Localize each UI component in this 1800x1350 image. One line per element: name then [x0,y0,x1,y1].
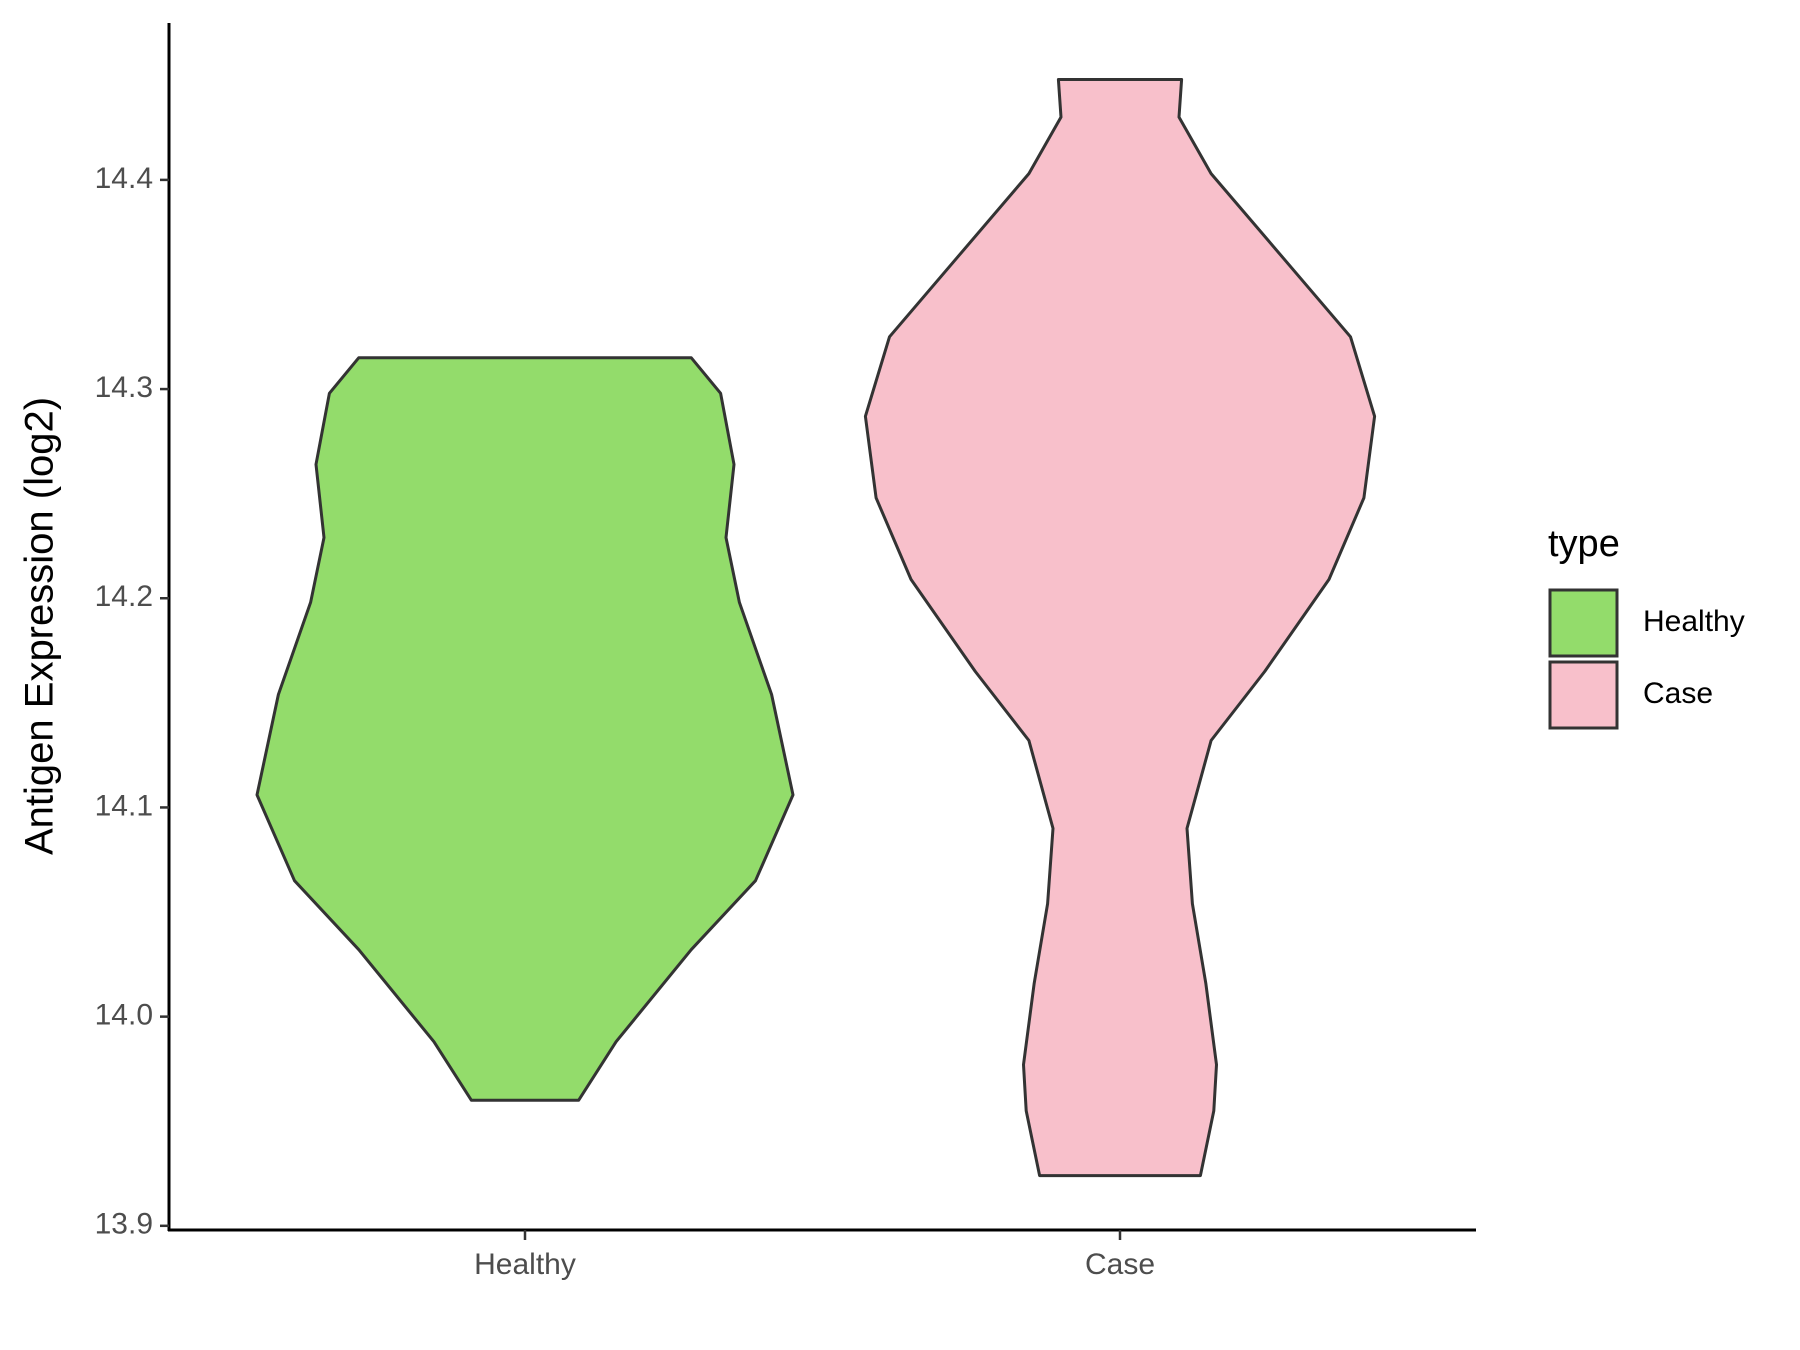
y-tick-label: 14.1 [95,789,153,822]
x-tick-label: Case [1085,1248,1155,1281]
legend-label: Case [1643,677,1713,710]
y-tick-label: 14.0 [95,999,153,1032]
x-tick-label: Healthy [474,1248,576,1281]
legend-label: Healthy [1643,605,1745,638]
y-tick-label: 14.2 [95,580,153,613]
y-axis-label: Antigen Expression (log2) [18,397,62,855]
y-tick-label: 14.3 [95,371,153,404]
y-tick-label: 13.9 [95,1208,153,1241]
y-tick-label: 14.4 [95,162,153,195]
violin [255,356,795,1102]
legend-title: type [1548,523,1620,565]
legend-key [1548,660,1619,730]
legend-key [1548,588,1619,658]
violin [863,78,1377,1178]
